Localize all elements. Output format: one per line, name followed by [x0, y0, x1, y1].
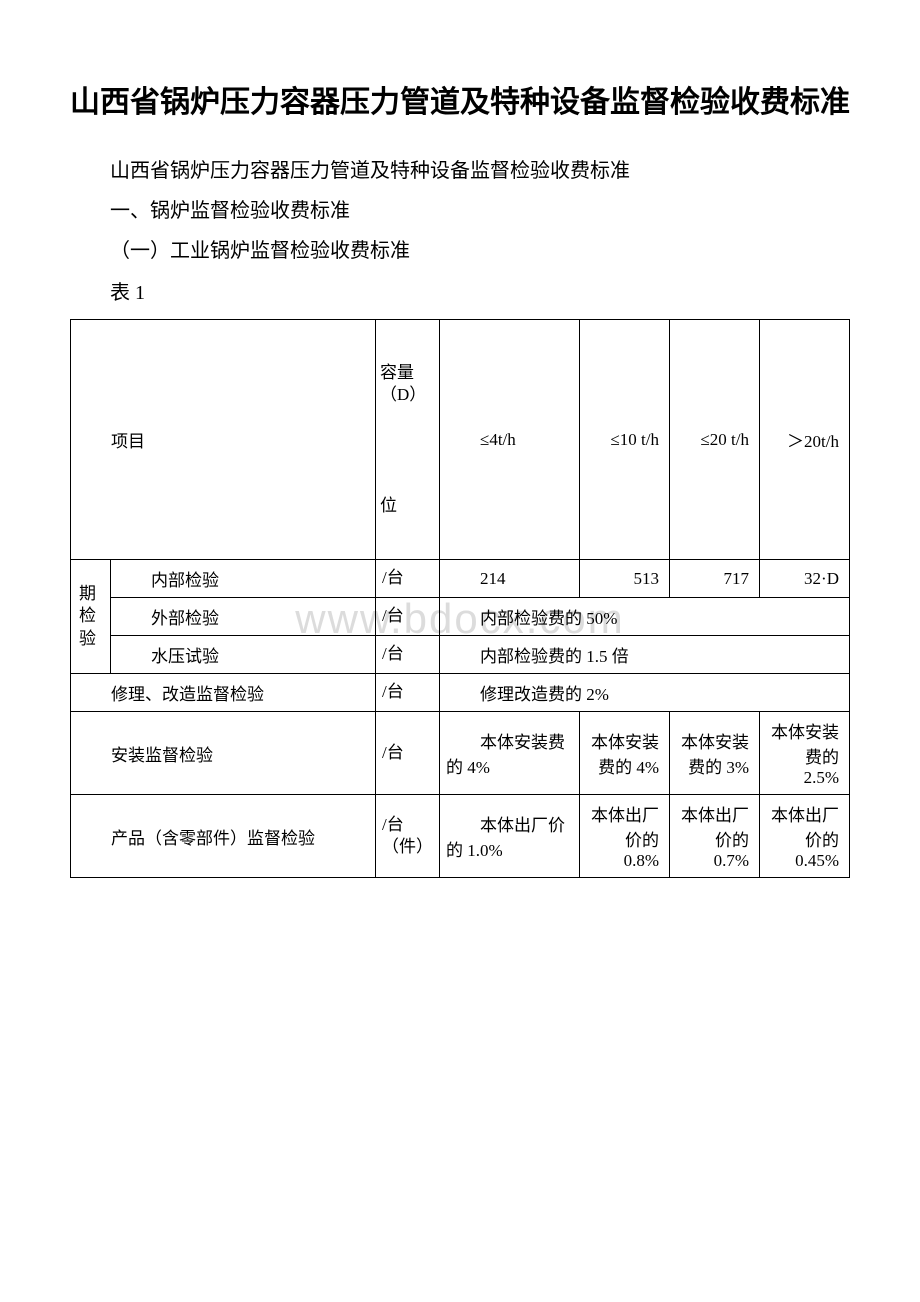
pressure-name: 水压试验	[111, 636, 376, 674]
install-name: 安装监督检验	[71, 712, 376, 795]
install-v4: 本体安装费的 2.5%	[760, 712, 850, 795]
header-item: 项目	[71, 320, 376, 560]
install-v1: 本体安装费的 4%	[440, 712, 580, 795]
row-install-inspection: 安装监督检验 /台 本体安装费的 4% 本体安装费的 4% 本体安装费的 3% …	[71, 712, 850, 795]
product-v4: 本体出厂价的 0.45%	[760, 795, 850, 878]
header-col-10th: ≤10 t/h	[580, 320, 670, 560]
row-pressure-test: 水压试验 /台 内部检验费的 1.5 倍	[71, 636, 850, 674]
section-1-1-heading: （一）工业锅炉监督检验收费标准	[70, 233, 850, 269]
row-external-inspection: 外部检验 /台 内部检验费的 50%	[71, 598, 850, 636]
product-name: 产品（含零部件）监督检验	[71, 795, 376, 878]
product-unit: /台（件）	[376, 795, 440, 878]
row-internal-inspection: 期检验 内部检验 /台 214 513 717 32·D	[71, 560, 850, 598]
install-v2: 本体安装费的 4%	[580, 712, 670, 795]
external-merged: 内部检验费的 50%	[440, 598, 850, 636]
subtitle-paragraph: 山西省锅炉压力容器压力管道及特种设备监督检验收费标准	[70, 153, 850, 189]
row-repair-inspection: 修理、改造监督检验 /台 修理改造费的 2%	[71, 674, 850, 712]
header-capacity-label: 容量（D）	[380, 363, 426, 404]
repair-unit: /台	[376, 674, 440, 712]
product-v2: 本体出厂价的 0.8%	[580, 795, 670, 878]
table-header-row: 项目 容量（D） 位 ≤4t/h ≤10 t/h ≤20 t/h ＞20t/h	[71, 320, 850, 560]
periodic-inspection-label: 期检验	[71, 560, 111, 674]
internal-v1: 214	[440, 560, 580, 598]
page-title: 山西省锅炉压力容器压力管道及特种设备监督检验收费标准	[70, 80, 850, 125]
internal-v4: 32·D	[760, 560, 850, 598]
product-v1: 本体出厂价的 1.0%	[440, 795, 580, 878]
pressure-merged: 内部检验费的 1.5 倍	[440, 636, 850, 674]
internal-name: 内部检验	[111, 560, 376, 598]
internal-v3: 717	[670, 560, 760, 598]
install-v3: 本体安装费的 3%	[670, 712, 760, 795]
fee-standards-table: 项目 容量（D） 位 ≤4t/h ≤10 t/h ≤20 t/h ＞20t/h …	[70, 319, 850, 878]
header-col-gt20th: ＞20t/h	[760, 320, 850, 560]
install-unit: /台	[376, 712, 440, 795]
internal-v2: 513	[580, 560, 670, 598]
repair-merged: 修理改造费的 2%	[440, 674, 850, 712]
header-capacity-unit: 容量（D） 位	[376, 320, 440, 560]
product-v3: 本体出厂价的 0.7%	[670, 795, 760, 878]
row-product-inspection: 产品（含零部件）监督检验 /台（件） 本体出厂价的 1.0% 本体出厂价的 0.…	[71, 795, 850, 878]
pressure-unit: /台	[376, 636, 440, 674]
header-col-20th: ≤20 t/h	[670, 320, 760, 560]
page-content: 山西省锅炉压力容器压力管道及特种设备监督检验收费标准 山西省锅炉压力容器压力管道…	[70, 80, 850, 878]
external-name: 外部检验	[111, 598, 376, 636]
repair-name: 修理、改造监督检验	[71, 674, 376, 712]
header-unit-label: 位	[380, 496, 397, 515]
table-1-label: 表 1	[70, 275, 850, 311]
header-col-4th: ≤4t/h	[440, 320, 580, 560]
section-1-heading: 一、锅炉监督检验收费标准	[70, 193, 850, 229]
internal-unit: /台	[376, 560, 440, 598]
external-unit: /台	[376, 598, 440, 636]
